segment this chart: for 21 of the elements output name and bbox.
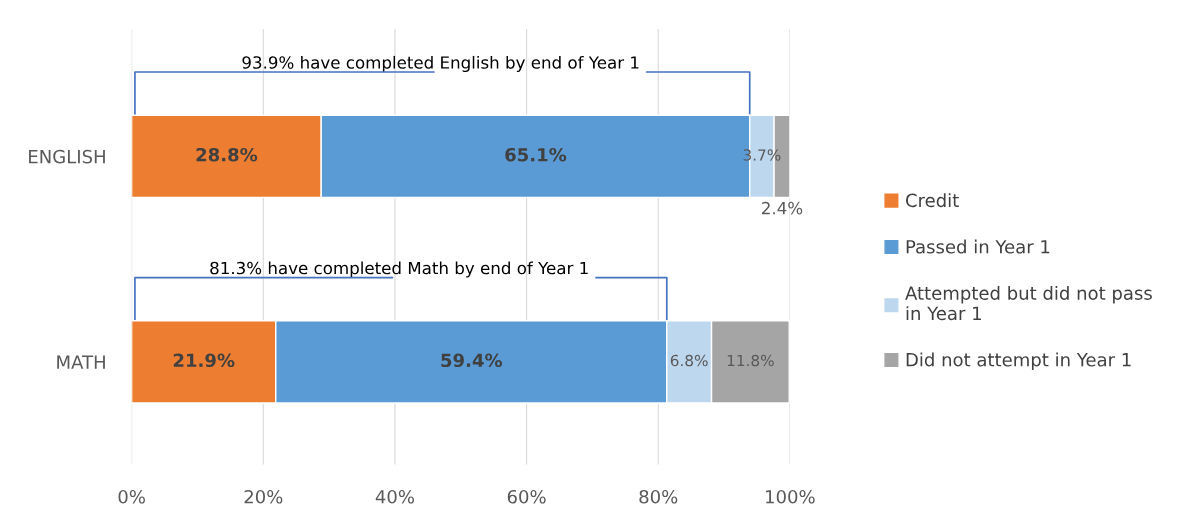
y-tick-label: MATH — [57, 355, 105, 369]
data-label: 59.4% — [441, 353, 503, 368]
x-tick-label: 60% — [507, 489, 546, 504]
data-label: 2.4% — [762, 201, 803, 215]
data-label: 28.8% — [196, 147, 258, 162]
x-tick-label: 0% — [118, 489, 145, 504]
data-label: 65.1% — [505, 147, 567, 162]
data-label: 21.9% — [173, 353, 235, 368]
x-tick-label: 80% — [639, 489, 678, 504]
data-label: 11.8% — [727, 354, 774, 367]
x-tick-label: 40% — [375, 489, 415, 504]
x-tick-label: 20% — [244, 489, 283, 504]
data-label: 6.8% — [670, 354, 708, 367]
annotation: 93.9% have completed English by end of Year 1 — [242, 55, 639, 73]
annotation: 81.3% have completed Math by end of Year 1 — [210, 261, 588, 278]
legend-label: Credit — [905, 193, 959, 208]
x-tick-label: 100% — [766, 489, 815, 504]
legend-label: Passed in Year 1 — [906, 239, 1050, 254]
legend-label: Attempted but did not pass in Year 1 — [905, 285, 1152, 321]
legend-label: Did not attempt in Year 1 — [906, 352, 1131, 370]
y-tick-label: ENGLISH — [29, 149, 105, 164]
